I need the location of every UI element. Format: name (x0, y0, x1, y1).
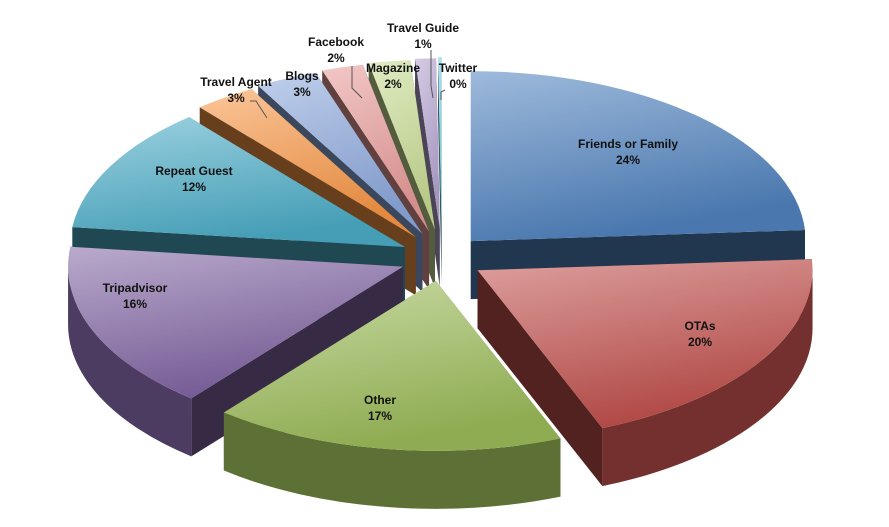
data-label-travel-guide: Travel Guide (387, 21, 459, 35)
data-label-blogs: Blogs (285, 69, 319, 83)
slice-travel-guide (415, 58, 440, 229)
slice-repeat-guest (72, 117, 406, 248)
data-value-other: 17% (368, 409, 392, 423)
slice-wall-twitter (438, 57, 442, 286)
data-label-otas: OTAs (684, 319, 715, 333)
data-value-twitter: 0% (449, 77, 467, 91)
data-value-tripadvisor: 16% (123, 297, 147, 311)
data-label-travel-agent: Travel Agent (200, 75, 272, 89)
data-value-friends-or-family: 24% (616, 153, 640, 167)
slice-side-otas (602, 270, 813, 487)
data-label-magazine: Magazine (366, 61, 420, 75)
slice-otas (477, 259, 813, 429)
leader-line-facebook (351, 66, 363, 99)
data-value-travel-guide: 1% (414, 37, 432, 51)
data-value-repeat-guest: 12% (182, 180, 206, 194)
slice-other (223, 280, 561, 451)
leader-lines-layer (250, 50, 446, 119)
slice-side-other (223, 412, 561, 509)
leader-line-twitter (440, 89, 446, 100)
slice-blogs (258, 72, 423, 234)
slice-tops-layer (68, 57, 813, 451)
data-label-repeat-guest: Repeat Guest (155, 164, 232, 178)
data-value-facebook: 2% (327, 51, 345, 65)
slice-travel-agent (199, 89, 416, 238)
data-labels-layer: Friends or Family 24% OTAs 20% Other 17% Tripa… (103, 21, 716, 423)
leader-line-travel-agent (250, 100, 268, 119)
slice-side-tripadvisor (68, 266, 192, 457)
data-value-magazine: 2% (384, 77, 402, 91)
slice-tripadvisor (68, 246, 404, 399)
data-value-otas: 20% (688, 335, 712, 349)
slice-friends-or-family (470, 71, 805, 242)
data-label-friends-or-family: Friends or Family (578, 137, 678, 151)
data-label-tripadvisor: Tripadvisor (103, 281, 168, 295)
slice-wall-otas (477, 270, 603, 487)
data-value-travel-agent: 3% (227, 91, 245, 105)
data-label-facebook: Facebook (308, 35, 364, 49)
data-value-blogs: 3% (293, 85, 311, 99)
slice-facebook (322, 64, 430, 232)
data-label-other: Other (364, 393, 396, 407)
leader-line-travel-guide (430, 50, 434, 99)
data-label-twitter: Twitter (439, 61, 478, 75)
slice-magazine (368, 60, 435, 230)
